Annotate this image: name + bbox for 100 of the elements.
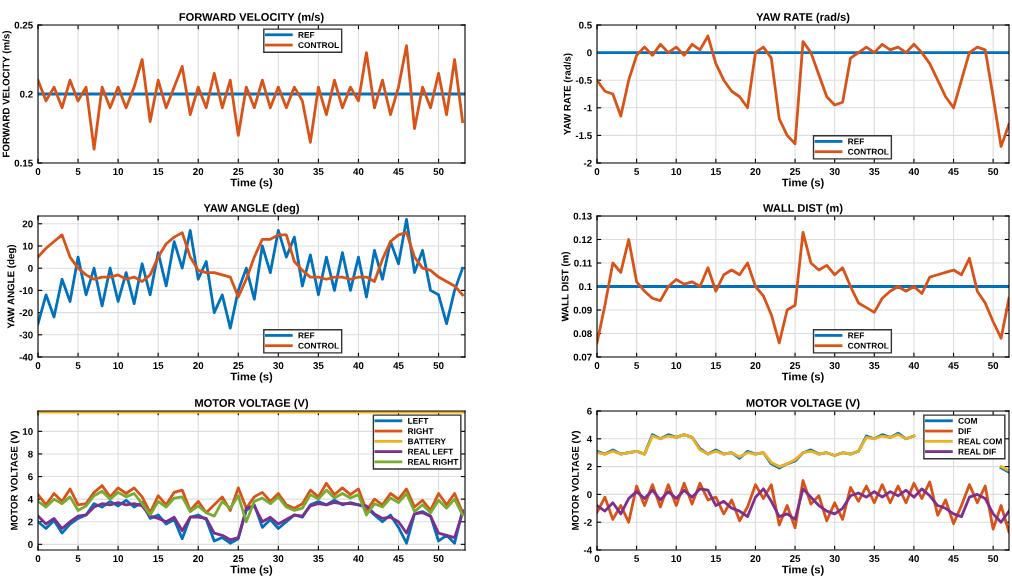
chart-title: YAW ANGLE (deg) (203, 203, 299, 215)
x-tick-label: 25 (233, 555, 244, 562)
x-tick-label: 40 (908, 168, 919, 175)
x-tick-label: 45 (948, 168, 959, 175)
line-series (38, 481, 464, 515)
y-tick-label: 2 (587, 463, 592, 471)
x-tick-label: 0 (594, 555, 600, 562)
x-tick-label: 10 (113, 555, 124, 562)
x-axis-title: Time (s) (230, 178, 273, 189)
x-tick-label: 0 (594, 168, 600, 175)
x-tick-label: 40 (908, 555, 919, 562)
y-tick-label: 0.07 (573, 353, 592, 361)
x-tick-label: 5 (75, 168, 81, 175)
x-tick-label: 5 (634, 168, 640, 175)
legend-label: CONTROL (848, 148, 889, 155)
x-tick-label: 40 (353, 555, 364, 562)
x-tick-label: 40 (353, 362, 364, 369)
x-tick-label: 30 (829, 362, 840, 370)
x-tick-label: 20 (193, 362, 204, 369)
x-tick-label: 50 (988, 555, 999, 562)
x-tick-label: 25 (790, 555, 801, 562)
x-tick-label: 35 (313, 555, 324, 563)
x-tick-label: 50 (988, 362, 999, 369)
y-tick-label: 4 (27, 495, 34, 503)
x-tick-label: 30 (273, 168, 284, 176)
y-tick-label: 8 (28, 450, 33, 458)
line-series (38, 44, 464, 151)
y-tick-label: 10 (22, 242, 33, 250)
line-series (38, 231, 464, 299)
y-tick-label: 0.2 (20, 90, 33, 98)
x-tick-label: 15 (711, 362, 721, 369)
chart-title: WALL DIST (m) (762, 203, 843, 215)
y-tick-label: 6 (28, 473, 33, 481)
y-axis-title: FORWARD VELOCITY (m/s) (2, 30, 12, 157)
legend-label: LEFT (408, 417, 429, 424)
x-axis-title: Time (s) (781, 372, 824, 383)
x-tick-label: 0 (35, 555, 41, 562)
x-tick-label: 10 (671, 362, 682, 369)
chart-title: MOTOR VOLTAGE (V) (195, 398, 309, 410)
line-series (597, 34, 1009, 148)
y-tick-label: -0.5 (575, 76, 592, 84)
y-tick-label: 0 (587, 491, 592, 499)
y-axis-title: MOTOR VOLTAGE (V) (10, 431, 20, 530)
x-tick-label: 15 (153, 555, 164, 562)
x-tick-label: 45 (393, 168, 404, 175)
x-tick-label: 45 (948, 362, 959, 369)
y-tick-label: 0 (28, 541, 33, 548)
x-tick-label: 20 (750, 168, 761, 175)
y-tick-label: -2 (583, 518, 592, 526)
legend-label: COM (958, 417, 977, 424)
y-tick-label: -20 (19, 309, 33, 317)
x-tick-label: 0 (35, 362, 41, 369)
legend-label: REF (298, 332, 315, 339)
x-tick-label: 40 (353, 168, 364, 175)
x-tick-label: 5 (75, 555, 81, 562)
x-tick-label: 20 (193, 555, 204, 562)
line-series (597, 487, 1009, 524)
legend-label: REF (848, 138, 865, 145)
x-tick-label: 15 (711, 168, 721, 175)
y-tick-label: -4 (583, 546, 593, 554)
x-tick-label: 35 (869, 555, 880, 563)
x-tick-label: 20 (750, 362, 761, 369)
legend-label: CONTROL (298, 342, 339, 349)
x-tick-label: 20 (193, 168, 204, 175)
x-tick-label: 25 (233, 168, 244, 175)
x-tick-label: 20 (750, 555, 761, 562)
y-axis-title: YAW ANGLE (deg) (7, 244, 17, 329)
legend-label: CONTROL (848, 342, 889, 349)
x-tick-label: 35 (313, 168, 324, 176)
legend-label: RIGHT (408, 428, 434, 435)
x-tick-label: 10 (671, 555, 682, 562)
y-tick-label: -30 (19, 331, 33, 339)
y-tick-label: 10 (22, 428, 33, 435)
y-tick-label: -40 (19, 353, 33, 361)
y-tick-label: -1.5 (575, 132, 592, 140)
x-tick-label: 50 (433, 168, 444, 175)
x-tick-label: 5 (634, 362, 640, 369)
legend-label: REAL LEFT (408, 448, 454, 455)
x-tick-label: 50 (988, 168, 999, 175)
y-axis-title: MOTOR VOLTAGE (V) (571, 431, 581, 530)
y-tick-label: -1 (583, 104, 592, 112)
x-tick-label: 15 (153, 362, 164, 369)
y-axis-title: YAW RATE (rad/s) (563, 53, 573, 135)
x-tick-label: 45 (948, 555, 959, 562)
x-tick-label: 45 (393, 362, 404, 369)
x-tick-label: 35 (869, 362, 880, 370)
x-tick-label: 5 (634, 555, 640, 562)
x-tick-label: 10 (113, 168, 124, 175)
y-tick-label: 2 (28, 518, 33, 526)
y-tick-label: 0.11 (574, 259, 592, 267)
x-axis-title: Time (s) (230, 372, 273, 383)
y-tick-label: -10 (19, 287, 33, 294)
x-tick-label: 25 (233, 362, 244, 369)
x-tick-label: 30 (273, 555, 284, 563)
legend-label: BATTERY (408, 438, 446, 445)
y-tick-label: -2 (583, 159, 592, 167)
x-tick-label: 35 (869, 168, 880, 176)
x-axis-title: Time (s) (781, 178, 824, 189)
x-tick-label: 0 (35, 168, 41, 175)
legend-label: CONTROL (298, 42, 339, 49)
